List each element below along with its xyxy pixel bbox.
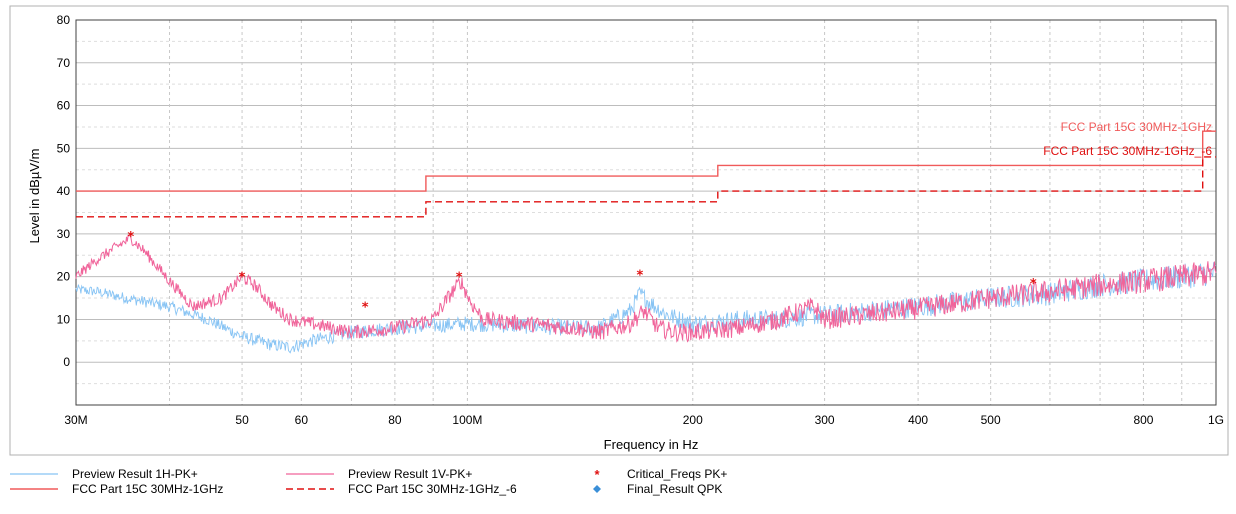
y-tick-label: 20: [57, 270, 71, 284]
x-tick-label: 1G: [1208, 413, 1224, 427]
limit-line-labels: FCC Part 15C 30MHz-1GHz FCC Part 15C 30MH…: [1043, 120, 1212, 158]
legend-item: Preview Result 1V-PK+: [286, 467, 472, 481]
y-tick-label: 10: [57, 312, 71, 326]
limit-line: [76, 130, 1216, 192]
limit-label: FCC Part 15C 30MHz-1GHz_-6: [1043, 144, 1212, 158]
critical-freq-marker: *: [362, 301, 369, 316]
legend-item: * Critical_Freqs PK+: [594, 467, 727, 482]
x-tick-label: 400: [908, 413, 928, 427]
critical-freq-marker: *: [127, 230, 134, 245]
x-axis-title: Frequency in Hz: [604, 437, 699, 452]
limit-line-minus-6: [76, 156, 1216, 218]
x-tick-label: 50: [235, 413, 249, 427]
y-tick-label: 30: [57, 227, 71, 241]
x-tick-label: 100M: [452, 413, 482, 427]
limit-label: FCC Part 15C 30MHz-1GHz: [1061, 120, 1212, 134]
x-tick-label: 300: [815, 413, 835, 427]
x-axis-ticks: 30M 50 60 80 100M 200 300 400 500 800 1G: [64, 413, 1224, 427]
y-axis-ticks: 0 10 20 30 40 50 60 70 80: [57, 13, 71, 369]
y-tick-label: 80: [57, 13, 71, 27]
x-tick-label: 80: [388, 413, 402, 427]
legend-label: Preview Result 1H-PK+: [72, 467, 198, 481]
measurement-traces: [75, 234, 1217, 354]
legend-label: Preview Result 1V-PK+: [348, 467, 472, 481]
legend-label: FCC Part 15C 30MHz-1GHz: [72, 482, 223, 496]
chart-outer-frame: [9, 5, 1229, 456]
y-tick-label: 50: [57, 141, 71, 155]
plot-area: [75, 19, 1217, 406]
trace-preview-result-1v-pk-: [75, 234, 1217, 343]
x-tick-label: 60: [295, 413, 309, 427]
y-axis-title: Level in dBµV/m: [27, 149, 42, 244]
legend-star-swatch: *: [594, 467, 600, 482]
x-tick-label: 500: [981, 413, 1001, 427]
legend-label: FCC Part 15C 30MHz-1GHz_-6: [348, 482, 517, 496]
legend-item: Final_Result QPK: [593, 482, 722, 496]
legend-label: Final_Result QPK: [627, 482, 722, 496]
y-tick-label: 40: [57, 184, 71, 198]
y-tick-label: 70: [57, 56, 71, 70]
y-tick-label: 60: [57, 99, 71, 113]
critical-freq-marker: *: [637, 269, 644, 284]
legend: Preview Result 1H-PK+ Preview Result 1V-P…: [10, 467, 727, 496]
x-tick-label: 800: [1133, 413, 1153, 427]
legend-label: Critical_Freqs PK+: [627, 467, 727, 481]
critical-frequency-markers: * * * * * *: [127, 230, 1037, 316]
legend-item: FCC Part 15C 30MHz-1GHz: [10, 482, 223, 496]
critical-freq-marker: *: [456, 271, 463, 286]
x-tick-label: 200: [683, 413, 703, 427]
legend-item: FCC Part 15C 30MHz-1GHz_-6: [286, 482, 517, 496]
x-tick-label: 30M: [64, 413, 87, 427]
limit-lines: [76, 130, 1216, 218]
legend-diamond-swatch: [593, 485, 601, 493]
critical-freq-marker: *: [1030, 277, 1037, 292]
legend-item: Preview Result 1H-PK+: [10, 467, 198, 481]
y-tick-label: 0: [63, 355, 70, 369]
critical-freq-marker: *: [239, 271, 246, 286]
